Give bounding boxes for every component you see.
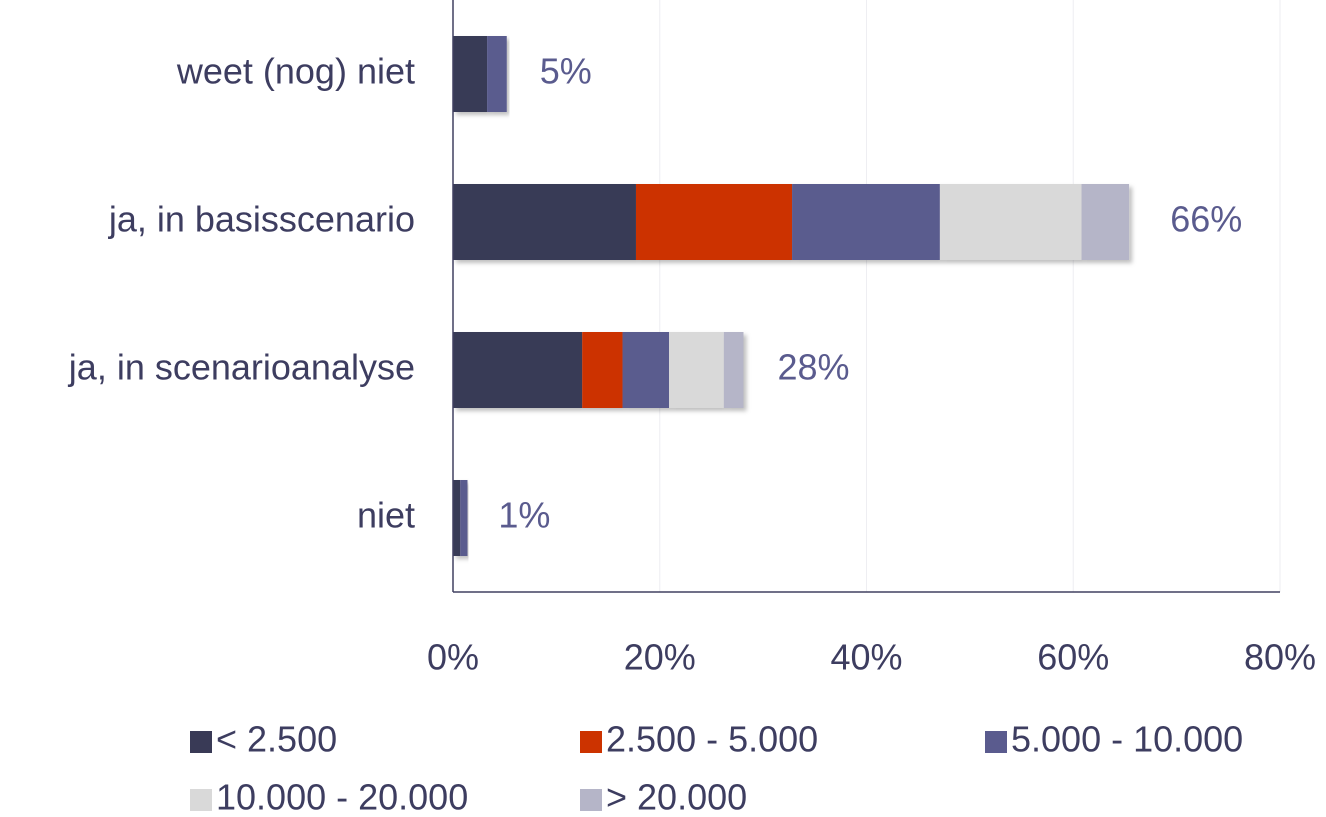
bar-segment: [669, 332, 724, 408]
x-tick-label: 60%: [1037, 637, 1109, 678]
legend-swatch: [190, 789, 212, 811]
bar-segment: [622, 332, 670, 408]
legend-label: > 20.000: [606, 777, 747, 817]
bar-segment: [453, 184, 636, 260]
x-tick-label: 0%: [427, 637, 479, 678]
bar-segment: [453, 36, 488, 112]
bar-segment: [487, 36, 507, 112]
legend-label: 10.000 - 20.000: [216, 777, 468, 817]
bar-segment: [939, 184, 1082, 260]
bar-group: [453, 184, 1130, 260]
bar-group: [453, 480, 468, 556]
bar-group: [453, 36, 507, 112]
legend-swatch: [190, 731, 212, 753]
bar-segment: [582, 332, 623, 408]
bar-segment: [723, 332, 744, 408]
legend-label: 2.500 - 5.000: [606, 719, 818, 760]
data-label: 1%: [498, 495, 550, 536]
y-tick-label: weet (nog) niet: [176, 51, 415, 92]
bar-segment: [792, 184, 940, 260]
y-tick-label: ja, in scenarioanalyse: [68, 347, 415, 388]
bar-segment: [635, 184, 793, 260]
x-tick-label: 80%: [1244, 637, 1316, 678]
y-tick-label: niet: [357, 495, 415, 536]
x-tick-label: 20%: [624, 637, 696, 678]
bar-segment: [453, 332, 583, 408]
y-tick-label: ja, in basisscenario: [108, 199, 415, 240]
bar-group: [453, 332, 744, 408]
x-tick-label: 40%: [830, 637, 902, 678]
legend-label: 5.000 - 10.000: [1011, 719, 1243, 760]
legend-label: < 2.500: [216, 719, 337, 760]
bar-segment: [460, 480, 468, 556]
data-label: 66%: [1170, 199, 1242, 240]
bar-segment: [453, 480, 461, 556]
data-label: 5%: [540, 51, 592, 92]
legend-swatch: [580, 789, 602, 811]
legend-swatch: [580, 731, 602, 753]
legend-swatch: [985, 731, 1007, 753]
bar-segment: [1081, 184, 1130, 260]
data-label: 28%: [777, 347, 849, 388]
